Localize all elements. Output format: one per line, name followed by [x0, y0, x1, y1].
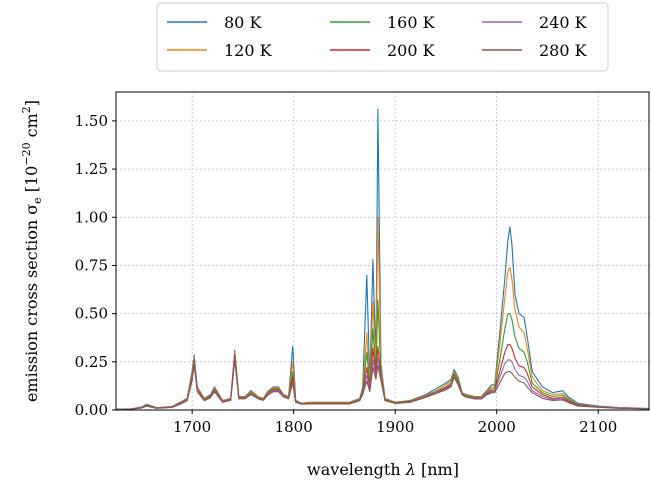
y-tick-label: 1.00	[75, 208, 108, 226]
y-tick-label: 0.75	[75, 256, 108, 274]
x-tick-label: 1700	[173, 418, 211, 436]
legend-label: 240 K	[539, 13, 588, 32]
series-line-280k	[115, 359, 650, 410]
legend-label: 160 K	[387, 13, 436, 32]
x-axis: 1700 1800 1900 2000 2100	[173, 410, 617, 436]
legend-label: 80 K	[224, 13, 262, 32]
x-tick-label: 1900	[376, 418, 414, 436]
x-tick-label: 2000	[478, 418, 516, 436]
legend-box	[156, 2, 609, 72]
y-tick-label: 0.25	[75, 353, 108, 371]
legend: 80 K 120 K 160 K 200 K 240 K 280 K	[156, 2, 609, 72]
grid	[116, 92, 649, 411]
x-tick-label: 2100	[579, 418, 617, 436]
series-lines	[115, 108, 650, 410]
legend-label: 280 K	[539, 41, 588, 60]
series-line-160k	[115, 299, 650, 410]
y-tick-label: 1.50	[75, 112, 108, 130]
y-tick-label: 0.50	[75, 305, 108, 323]
y-axis: 0.00 0.25 0.50 0.75 1.00 1.25 1.50	[75, 112, 116, 419]
x-axis-label: wavelength λ [nm]	[307, 460, 459, 479]
y-tick-label: 0.00	[75, 401, 108, 419]
legend-label: 200 K	[387, 41, 436, 60]
y-tick-label: 1.25	[75, 160, 108, 178]
plot-frame	[115, 91, 650, 411]
legend-label: 120 K	[224, 41, 273, 60]
series-line-80k	[115, 108, 650, 410]
x-tick-label: 1800	[275, 418, 313, 436]
y-axis-label: emission cross section σe [10−20 cm2]	[20, 100, 44, 402]
